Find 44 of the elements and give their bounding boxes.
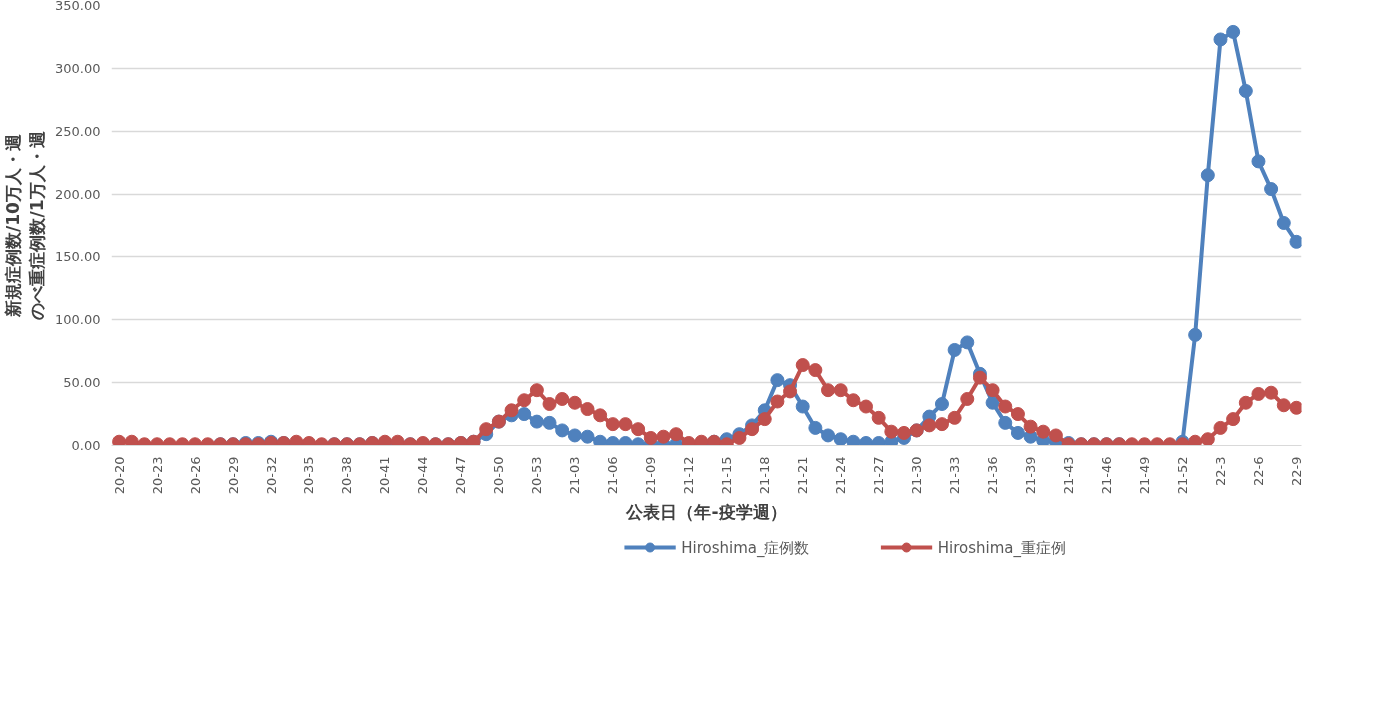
x-tick-label: 21-36 [985,456,1001,495]
y-tick-label: 0.00 [71,438,101,453]
x-tick-label: 20-23 [149,456,165,495]
x-tick-label: 21-52 [1175,456,1190,495]
legend-label: Hiroshima_重症例 [937,538,1066,558]
x-tick-label: 20-38 [339,456,355,495]
x-tick-label: 22-9 [1288,456,1304,486]
x-tick-label: 20-35 [301,456,317,495]
x-tick-label: 20-20 [111,456,127,495]
y-tick-label: 150.00 [55,249,101,265]
y-tick-label: 200.00 [55,186,101,202]
x-tick-label: 21-18 [757,456,773,495]
x-tick-label: 21-24 [833,456,849,495]
x-tick-label: 21-33 [947,456,963,495]
x-tick-label: 21-15 [719,456,735,495]
legend-label: Hiroshima_症例数 [681,538,810,558]
y-tick-label: 50.00 [63,375,101,391]
x-tick-label: 20-53 [529,456,545,495]
y-tick-label: 250.00 [55,123,101,139]
x-tick-label: 20-26 [187,456,203,495]
x-tick-label: 20-44 [415,456,431,495]
x-tick-label: 20-29 [225,456,241,495]
x-axis-title: 公表日（年-疫学週） [625,502,787,523]
x-tick-label: 21-06 [605,456,621,495]
x-tick-label: 20-32 [263,456,279,495]
x-tick-label: 22-6 [1250,456,1266,486]
x-tick-label: 21-49 [1137,456,1153,495]
x-tick-label: 20-50 [491,456,507,495]
x-tick-label: 21-12 [681,456,697,495]
x-tick-label: 21-39 [1023,456,1039,495]
x-tick-label: 21-27 [871,456,887,495]
y-tick-label: 350.00 [55,0,101,13]
x-tick-label: 20-41 [377,456,393,495]
x-tick-label: 21-21 [795,456,811,495]
x-tick-label: 21-03 [567,456,583,495]
x-tick-label: 22-3 [1212,456,1228,486]
y-axis-title: 新規症例数/10万人・週のべ重症例数/1万人・週 [3,131,48,320]
y-tick-label: 100.00 [55,312,101,328]
x-tick-label: 21-43 [1061,456,1077,495]
x-tick-label: 21-30 [909,456,925,495]
x-tick-label: 21-09 [643,456,659,495]
y-tick-label: 300.00 [55,60,101,76]
x-tick-label: 20-47 [453,456,469,495]
x-tick-label: 21-46 [1099,456,1115,495]
